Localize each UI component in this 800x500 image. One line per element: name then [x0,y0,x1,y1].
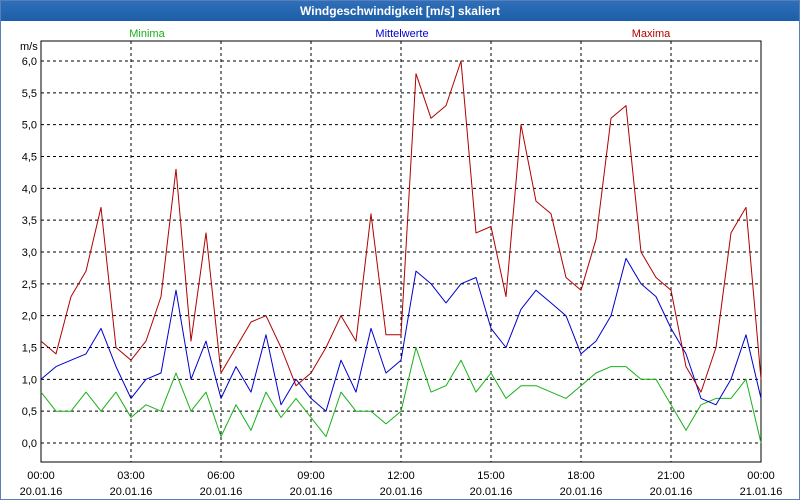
x-tick-date-label: 20.01.16 [470,486,513,498]
legend-minima: Minima [129,28,165,40]
y-tick-label: 5,0 [22,120,37,132]
y-tick-label: 1,5 [22,343,37,355]
window-title: Windgeschwindigkeit [m/s] skaliert [1,1,799,21]
x-tick-date-label: 20.01.16 [650,486,693,498]
plot-area-frame [40,40,762,463]
y-tick-label: 4,0 [22,183,37,195]
x-tick-date-label: 20.01.16 [290,486,333,498]
y-tick-label: 2,5 [22,279,37,291]
series-line-mittelwerte [40,257,762,412]
y-tick-label: 5,5 [22,88,37,100]
x-tick-date-label: 20.01.16 [20,486,63,498]
y-tick-label: 1,0 [22,374,37,386]
x-tick-date-label: 20.01.16 [200,486,243,498]
x-tick-date-label: 20.01.16 [380,486,423,498]
x-tick-date-label: 20.01.16 [110,486,153,498]
series-line-maxima [40,60,762,393]
x-tick-time-label: 21:00 [657,470,685,482]
x-tick-time-label: 06:00 [207,470,235,482]
y-tick-label: 3,5 [22,215,37,227]
legend-mittelwerte: Mittelwerte [375,28,428,40]
y-tick-label: 0,5 [22,406,37,418]
x-tick-time-label: 00:00 [27,470,55,482]
x-tick-time-label: 18:00 [567,470,595,482]
legend-maxima: Maxima [632,28,671,40]
y-tick-label: 2,0 [22,311,37,323]
x-tick-time-label: 00:00 [747,470,775,482]
y-tick-label: 3,0 [22,247,37,259]
x-tick-time-label: 09:00 [297,470,325,482]
x-tick-date-label: 20.01.16 [560,486,603,498]
x-tick-date-label: 21.01.16 [740,486,783,498]
x-tick-time-label: 15:00 [477,470,505,482]
x-tick-time-label: 12:00 [387,470,415,482]
y-tick-label: 0,0 [22,438,37,450]
series-line-minima [40,347,762,444]
y-tick-label: 6,0 [22,56,37,68]
y-tick-label: 4,5 [22,152,37,164]
x-tick-time-label: 03:00 [117,470,145,482]
y-axis-label: m/s [20,41,38,53]
